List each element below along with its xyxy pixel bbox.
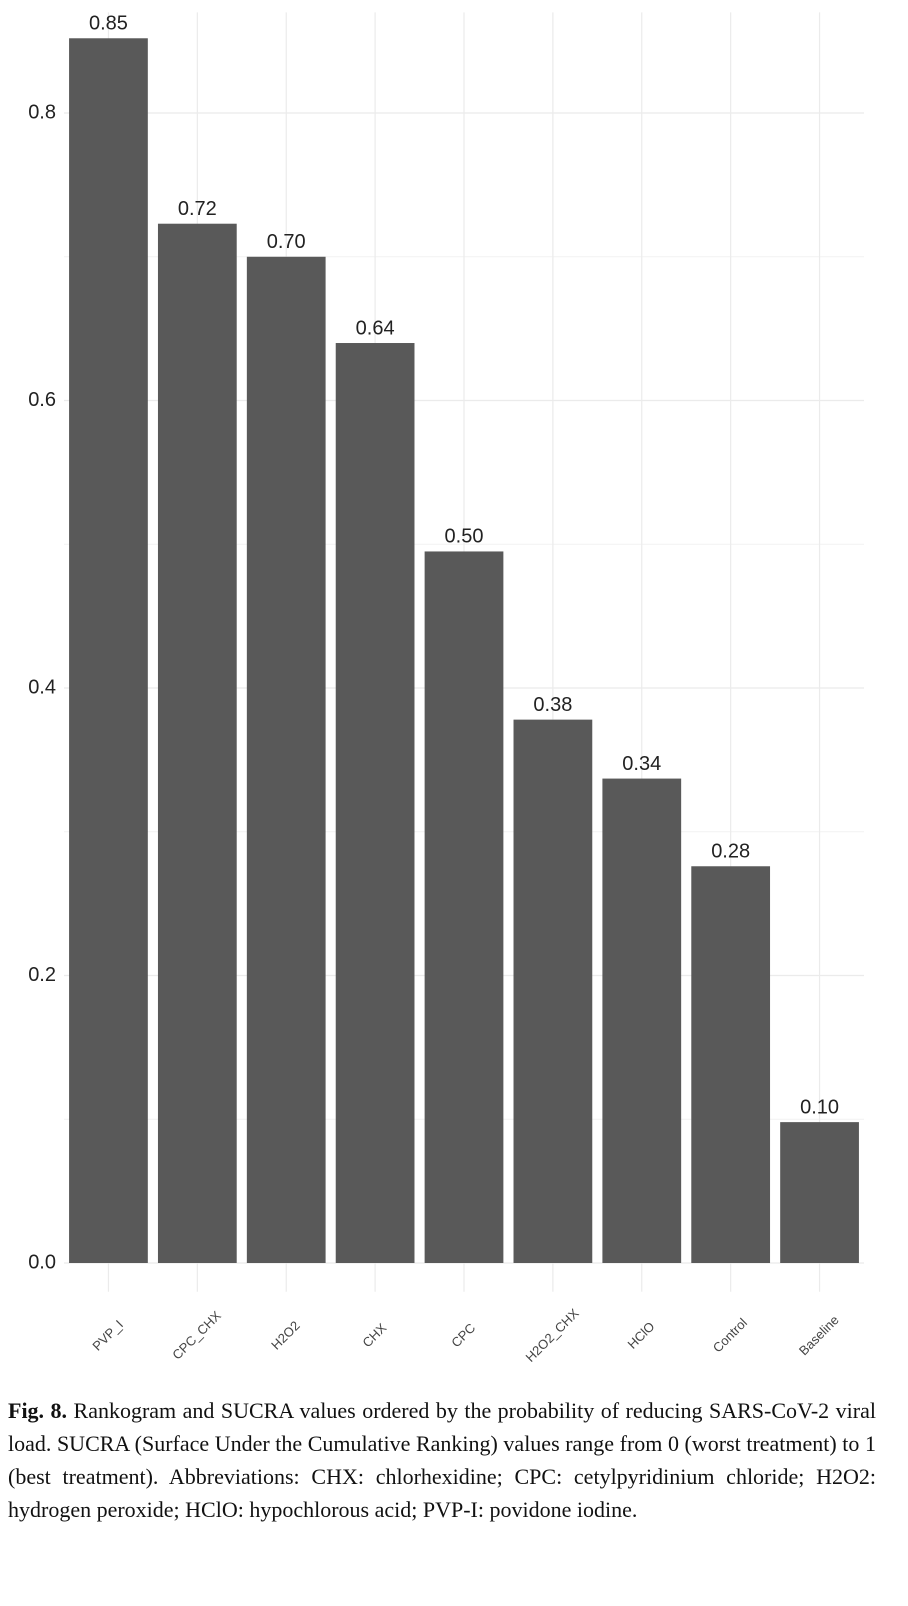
bar — [602, 778, 682, 1264]
value-label: 0.72 — [178, 198, 217, 220]
value-label: 0.50 — [445, 526, 484, 548]
x-tick-label: H2O2 — [268, 1318, 303, 1353]
figure-label: Fig. 8. — [8, 1398, 68, 1423]
bar — [69, 38, 148, 1264]
bar — [157, 223, 237, 1264]
x-tick-label: PVP_I — [89, 1317, 126, 1354]
y-tick-label: 0.8 — [28, 101, 56, 123]
x-tick-label: CPC — [448, 1320, 478, 1350]
value-label: 0.64 — [356, 317, 395, 339]
chart: 0.0 0.2 0.4 0.6 0.8 0.85 PVP_I 0.72 CPC_CHX 0.70 H… — [28, 12, 864, 1365]
x-tick-label: H2O2_CHX — [523, 1305, 582, 1364]
value-label: 0.38 — [533, 694, 572, 716]
bar — [246, 256, 326, 1264]
bar — [424, 551, 504, 1264]
caption-text: Rankogram and SUCRA values ordered by th… — [8, 1398, 876, 1522]
y-tick-label: 0.4 — [28, 676, 56, 698]
value-label: 0.85 — [89, 13, 128, 35]
value-label: 0.70 — [267, 231, 306, 253]
value-label: 0.28 — [711, 841, 750, 863]
x-tick-label: CHX — [359, 1320, 389, 1350]
x-tick-label: CPC_CHX — [169, 1308, 224, 1363]
x-tick-label: Baseline — [796, 1312, 842, 1358]
bar — [691, 866, 771, 1264]
x-tick-label: Control — [710, 1315, 750, 1355]
bar — [335, 343, 415, 1264]
figure-caption: Fig. 8. Rankogram and SUCRA values order… — [8, 1394, 876, 1526]
value-label: 0.10 — [800, 1096, 839, 1118]
y-tick-label: 0.2 — [28, 964, 56, 986]
y-tick-label: 0.6 — [28, 389, 56, 411]
bar — [513, 719, 593, 1264]
x-tick-label: HClO — [624, 1319, 657, 1352]
y-tick-label: 0.0 — [28, 1251, 56, 1273]
bar — [780, 1122, 859, 1264]
value-label: 0.34 — [622, 753, 661, 775]
